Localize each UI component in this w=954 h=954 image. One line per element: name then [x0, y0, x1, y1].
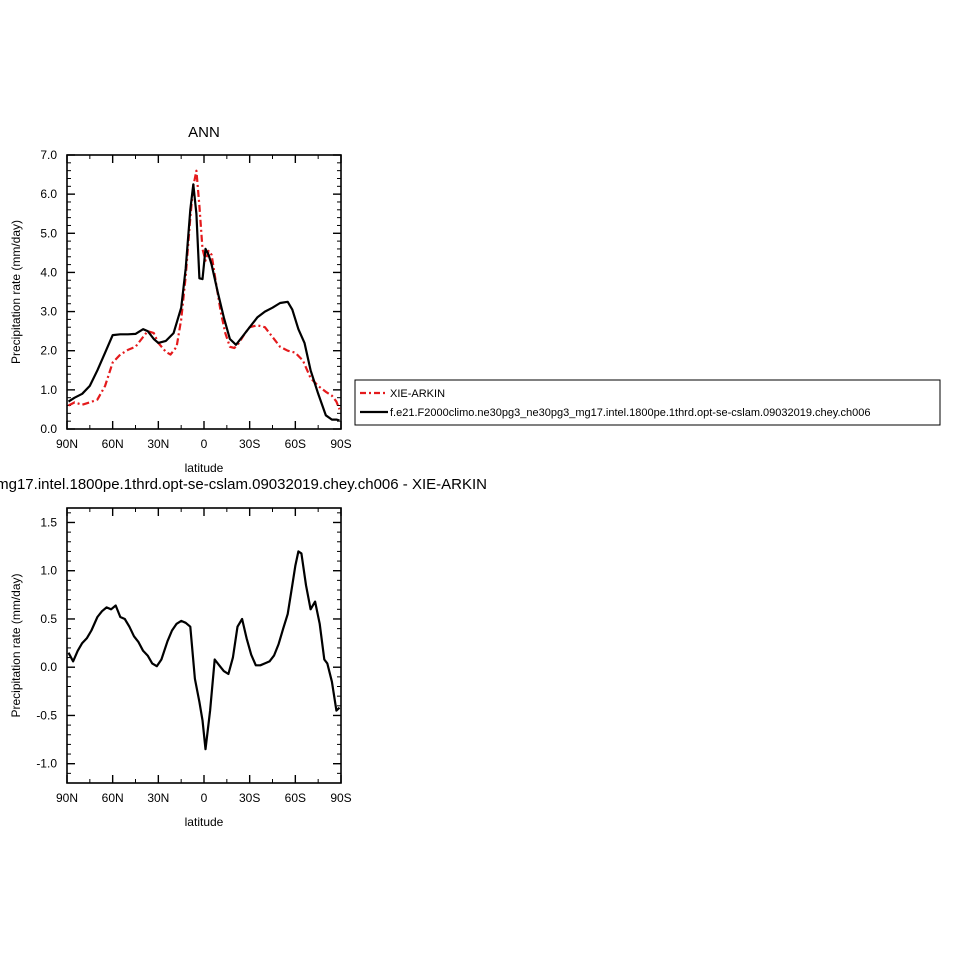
top-y-tick-label: 6.0 [40, 187, 57, 201]
top-y-tick-label: 7.0 [40, 148, 57, 162]
top-series-line-0 [68, 169, 341, 410]
top-y-tick-label: 5.0 [40, 226, 57, 240]
bottom-y-axis-title: Precipitation rate (mm/day) [9, 573, 23, 717]
bottom-x-tick-label: 90N [56, 791, 78, 805]
top-x-tick-label: 60S [285, 437, 306, 451]
bottom-y-tick-label: 0.5 [40, 612, 57, 626]
top-x-tick-label: 90S [330, 437, 351, 451]
top-y-tick-label: 0.0 [40, 422, 57, 436]
top-y-tick-label: 1.0 [40, 383, 57, 397]
top-plot-frame [66, 154, 342, 430]
bottom-y-tick-label: 1.5 [40, 515, 57, 529]
legend-box [354, 379, 941, 426]
bottom-panel-difference-chart: _ne30pg3_mg17.intel.1800pe.1thrd.opt-se-… [0, 476, 487, 829]
top-panel-precipitation-chart: ANN 90N 60N 30N 0 30S 60S 90S 0.0 1.0 2.0 3.0 4.0 5.0… [9, 124, 352, 475]
top-y-tick-label: 3.0 [40, 305, 57, 319]
top-x-tick-label: 90N [56, 437, 78, 451]
bottom-x-tick-label: 30S [239, 791, 260, 805]
top-y-axis-title: Precipitation rate (mm/day) [9, 220, 23, 364]
top-y-tick-label: 4.0 [40, 265, 57, 279]
bottom-x-tick-label: 60N [102, 791, 124, 805]
bottom-y-tick-label: -1.0 [36, 757, 57, 771]
top-panel-title: ANN [188, 124, 220, 141]
bottom-y-tick-label: 0.0 [40, 660, 57, 674]
top-x-axis-title: latitude [185, 461, 224, 475]
top-series-line-1 [67, 183, 340, 422]
bottom-x-tick-label: 90S [330, 791, 351, 805]
bottom-x-tick-label: 60S [285, 791, 306, 805]
legend-entry-1: f.e21.F2000climo.ne30pg3_ne30pg3_mg17.in… [390, 407, 870, 419]
top-x-tick-label: 30N [147, 437, 169, 451]
bottom-x-axis-title: latitude [185, 815, 224, 829]
top-x-tick-label: 60N [102, 437, 124, 451]
bottom-series-line-0 [67, 550, 341, 751]
bottom-y-tick-label: -0.5 [36, 708, 57, 722]
bottom-panel-title: _ne30pg3_mg17.intel.1800pe.1thrd.opt-se-… [0, 476, 487, 493]
top-y-tick-label: 2.0 [40, 344, 57, 358]
bottom-x-tick-label: 0 [201, 791, 208, 805]
top-panel-legend: XIE-ARKIN f.e21.F2000climo.ne30pg3_ne30pg… [354, 379, 941, 426]
bottom-x-tick-label: 30N [147, 791, 169, 805]
top-x-tick-label: 30S [239, 437, 260, 451]
bottom-y-tick-label: 1.0 [40, 564, 57, 578]
legend-entry-0: XIE-ARKIN [390, 388, 445, 400]
top-x-tick-label: 0 [201, 437, 208, 451]
